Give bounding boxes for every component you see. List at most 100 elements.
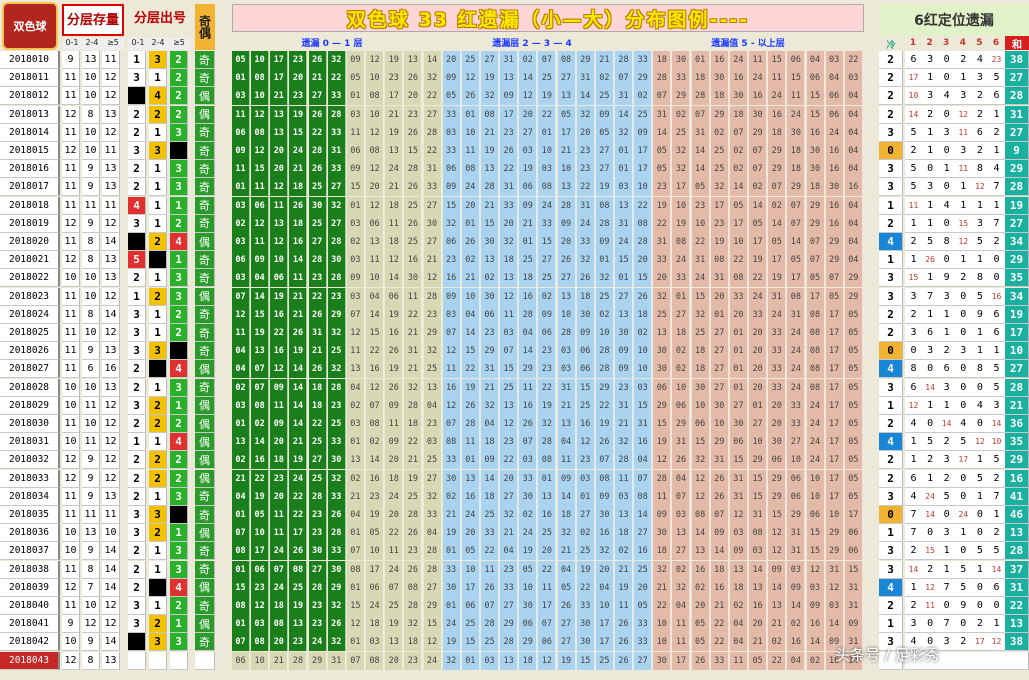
position-miss-cell: 4 xyxy=(938,87,957,106)
cold-count-cell: 4 xyxy=(879,233,903,251)
grid-number-cell: 15 xyxy=(749,469,768,488)
out-count-cell: 1 xyxy=(149,178,167,197)
out-count-cell xyxy=(149,651,167,670)
grid-number-cell: 23 xyxy=(289,87,308,106)
grid-number-cell: 19 xyxy=(442,524,461,543)
out-count-cell xyxy=(128,651,146,670)
grid-number-cell: 31 xyxy=(634,415,653,433)
table-row: 2018030 11 10 12 2 2 2 偶 01 02 09 14 22 25 03 08 11 18 23 0… xyxy=(0,415,1029,433)
grid-number-cell: 08 xyxy=(366,142,385,160)
period-cell: 2018027 xyxy=(0,360,60,379)
grid-number-cell: 20 xyxy=(270,633,289,652)
period-cell: 2018032 xyxy=(0,451,60,470)
position-miss-cell: 1 xyxy=(954,251,973,270)
grid-number-cell: 20 xyxy=(634,578,653,597)
grid-number-cell: 06 xyxy=(480,305,499,324)
grid-number-cell: 04 xyxy=(519,324,538,342)
cold-count-cell: 1 xyxy=(879,251,903,270)
position-miss-cell: 5 xyxy=(905,178,923,197)
grid-number-cell: 28 xyxy=(423,123,442,142)
stock-count-cell: 11 xyxy=(62,287,80,306)
grid-number-cell: 18 xyxy=(615,524,634,543)
miss-grid-row: 08 17 24 26 30 33 07 10 11 23 28 01 05 22 04 19 20 21 25 32… xyxy=(232,542,864,561)
grid-number-cell: 09 xyxy=(346,51,365,69)
grid-number-cell: 08 xyxy=(595,196,614,215)
grid-number-cell: 26 xyxy=(289,324,308,342)
grid-number-cell: 07 xyxy=(500,342,519,361)
grid-number-cell: 16 xyxy=(825,142,844,160)
out-count-cell: 3 xyxy=(170,287,188,306)
grid-number-cell: 30 xyxy=(615,324,634,342)
table-row: 2018040 11 10 12 3 1 2 奇 08 12 18 19 23 32 15 24 25 28 29 0… xyxy=(0,597,1029,615)
position-miss-cell: 6 xyxy=(905,51,923,69)
grid-number-cell: 03 xyxy=(442,305,461,324)
grid-number-cell: 29 xyxy=(844,287,863,306)
position-miss-cell: 12 xyxy=(954,105,973,124)
position-miss-cell: 1 xyxy=(938,305,957,324)
grid-number-cell: 09 xyxy=(825,633,844,652)
stock-count-cell: 11 xyxy=(62,87,80,106)
position-miss-cell: 0 xyxy=(954,324,973,342)
position-miss-cell: 12 xyxy=(921,578,940,597)
grid-number-cell: 23 xyxy=(653,178,672,197)
miss-grid-row: 04 13 16 19 21 25 11 22 26 31 32 12 15 29 07 14 23 03 06 28… xyxy=(232,342,864,361)
position-miss-cell: 0 xyxy=(971,506,990,524)
stock-count-cell: 9 xyxy=(82,633,100,652)
grid-number-cell: 19 xyxy=(385,615,404,634)
position-miss-cell: 2 xyxy=(905,597,923,615)
grid-number-cell: 19 xyxy=(385,360,404,379)
grid-number-cell: 02 xyxy=(729,160,748,179)
grid-number-cell: 28 xyxy=(615,51,634,69)
table-row: 2018021 12 8 13 5 1 奇 06 09 10 14 28 30 03 11 12 16 21 23 0… xyxy=(0,251,1029,270)
odd-even-header: 奇偶 xyxy=(195,4,215,50)
grid-number-cell: 30 xyxy=(806,142,825,160)
grid-number-cell: 07 xyxy=(442,415,461,433)
grid-number-cell: 27 xyxy=(423,105,442,124)
cold-count-cell: 4 xyxy=(879,433,903,452)
grid-number-cell: 33 xyxy=(538,214,557,233)
grid-number-cell: 11 xyxy=(461,142,480,160)
sum-cell: 17 xyxy=(1005,324,1029,342)
out-count-cell: 2 xyxy=(149,287,167,306)
sum-cell: 31 xyxy=(1005,105,1029,124)
out-count-cell: 3 xyxy=(128,214,146,233)
stock-count-cell: 12 xyxy=(62,451,80,470)
cold-count-cell: 2 xyxy=(879,451,903,470)
grid-number-cell: 07 xyxy=(519,433,538,452)
position-miss-cell: 1 xyxy=(905,433,923,452)
grid-number-cell: 10 xyxy=(691,214,710,233)
grid-number-cell: 22 xyxy=(366,342,385,361)
out-count-cell: 2 xyxy=(170,451,188,470)
grid-number-cell: 30 xyxy=(576,615,595,634)
position-miss-cell: 0 xyxy=(988,269,1006,288)
grid-number-cell: 25 xyxy=(595,87,614,106)
stock-count-cell: 11 xyxy=(62,69,80,88)
out-count-cell: 2 xyxy=(128,451,146,470)
grid-number-cell: 13 xyxy=(557,178,576,197)
grid-number-cell: 27 xyxy=(749,415,768,433)
stock-count-cell: 12 xyxy=(82,615,100,634)
odd-even-cell: 奇 xyxy=(195,342,215,361)
grid-number-cell: 04 xyxy=(844,233,863,251)
grid-number-cell: 20 xyxy=(270,433,289,452)
grid-number-cell: 04 xyxy=(844,123,863,142)
grid-number-cell: 03 xyxy=(557,360,576,379)
grid-number-cell: 31 xyxy=(327,651,346,670)
grid-number-cell: 20 xyxy=(519,105,538,124)
position-miss-cell: 2 xyxy=(905,142,923,160)
grid-number-cell: 17 xyxy=(385,87,404,106)
grid-number-cell: 12 xyxy=(500,415,519,433)
grid-number-cell: 32 xyxy=(500,233,519,251)
grid-number-cell: 11 xyxy=(346,342,365,361)
out-count-cell: 3 xyxy=(128,597,146,615)
grid-number-cell: 17 xyxy=(538,597,557,615)
position-miss-cell: 4 xyxy=(954,415,973,433)
grid-number-cell: 05 xyxy=(461,542,480,561)
grid-number-cell: 26 xyxy=(385,342,404,361)
grid-number-cell: 23 xyxy=(480,324,499,342)
grid-number-cell: 15 xyxy=(787,69,806,88)
grid-number-cell: 29 xyxy=(519,633,538,652)
stock-count-cell: 13 xyxy=(102,251,120,270)
grid-number-cell: 14 xyxy=(768,578,787,597)
position-miss-cell: 15 xyxy=(921,542,940,561)
